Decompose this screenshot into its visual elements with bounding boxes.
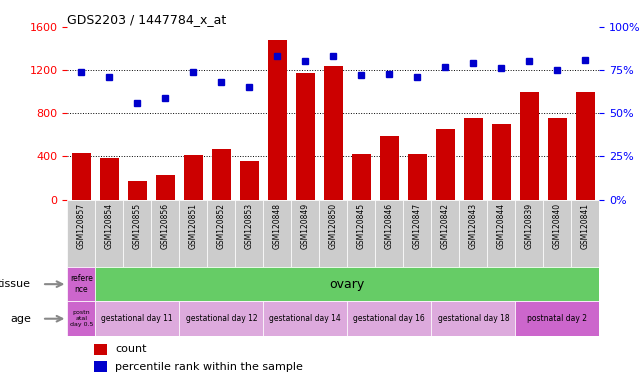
Bar [431,200,460,267]
Bar [403,200,431,267]
Text: GDS2203 / 1447784_x_at: GDS2203 / 1447784_x_at [67,13,226,26]
Bar [379,136,399,200]
Text: GSM120840: GSM120840 [553,203,562,249]
Bar [296,73,315,200]
Bar [291,200,319,267]
Text: gestational day 16: gestational day 16 [353,314,425,323]
Text: GSM120842: GSM120842 [441,203,450,249]
Bar [520,92,539,200]
Bar [576,92,595,200]
Bar [492,124,511,200]
Bar [183,156,203,200]
Text: GSM120847: GSM120847 [413,203,422,249]
Bar [94,344,107,355]
Bar [431,301,515,336]
Bar [156,175,175,200]
Text: tissue: tissue [0,279,31,289]
Bar [544,200,571,267]
Bar [463,118,483,200]
Text: GSM120853: GSM120853 [245,203,254,249]
Bar [324,66,343,200]
Bar [96,200,123,267]
Text: GSM120841: GSM120841 [581,203,590,249]
Bar [571,200,599,267]
Bar [408,154,427,200]
Bar [435,129,455,200]
Text: GSM120851: GSM120851 [189,203,198,249]
Text: GSM120844: GSM120844 [497,203,506,249]
Bar [128,181,147,200]
Bar [96,301,179,336]
Text: gestational day 18: gestational day 18 [438,314,509,323]
Bar [487,200,515,267]
Text: GSM120854: GSM120854 [105,203,114,249]
Text: GSM120839: GSM120839 [525,203,534,249]
Bar [67,267,96,301]
Text: GSM120850: GSM120850 [329,203,338,249]
Bar [179,200,207,267]
Bar [515,200,544,267]
Bar [99,157,119,200]
Text: gestational day 14: gestational day 14 [269,314,341,323]
Bar [151,200,179,267]
Bar [72,153,91,200]
Text: GSM120843: GSM120843 [469,203,478,249]
Bar [123,200,151,267]
Text: GSM120845: GSM120845 [357,203,366,249]
Text: GSM120857: GSM120857 [77,203,86,249]
Bar [376,200,403,267]
Bar [235,200,263,267]
Text: GSM120848: GSM120848 [273,203,282,249]
Bar [67,301,96,336]
Text: postnatal day 2: postnatal day 2 [528,314,587,323]
Bar [179,301,263,336]
Bar [267,40,287,200]
Text: ovary: ovary [329,278,365,291]
Text: age: age [10,314,31,324]
Text: postn
atal
day 0.5: postn atal day 0.5 [70,310,93,327]
Bar [347,301,431,336]
Text: GSM120849: GSM120849 [301,203,310,249]
Text: GSM120855: GSM120855 [133,203,142,249]
Text: gestational day 11: gestational day 11 [101,314,173,323]
Bar [240,161,259,200]
Bar [212,149,231,200]
Bar [263,200,291,267]
Text: count: count [115,344,147,354]
Bar [67,200,96,267]
Bar [351,154,371,200]
Text: gestational day 12: gestational day 12 [185,314,257,323]
Bar [94,361,107,372]
Bar [263,301,347,336]
Text: percentile rank within the sample: percentile rank within the sample [115,362,303,372]
Bar [319,200,347,267]
Text: GSM120856: GSM120856 [161,203,170,249]
Text: GSM120852: GSM120852 [217,203,226,249]
Bar [547,118,567,200]
Text: GSM120846: GSM120846 [385,203,394,249]
Text: refere
nce: refere nce [70,275,93,294]
Bar [207,200,235,267]
Bar [347,200,376,267]
Bar [515,301,599,336]
Bar [460,200,487,267]
